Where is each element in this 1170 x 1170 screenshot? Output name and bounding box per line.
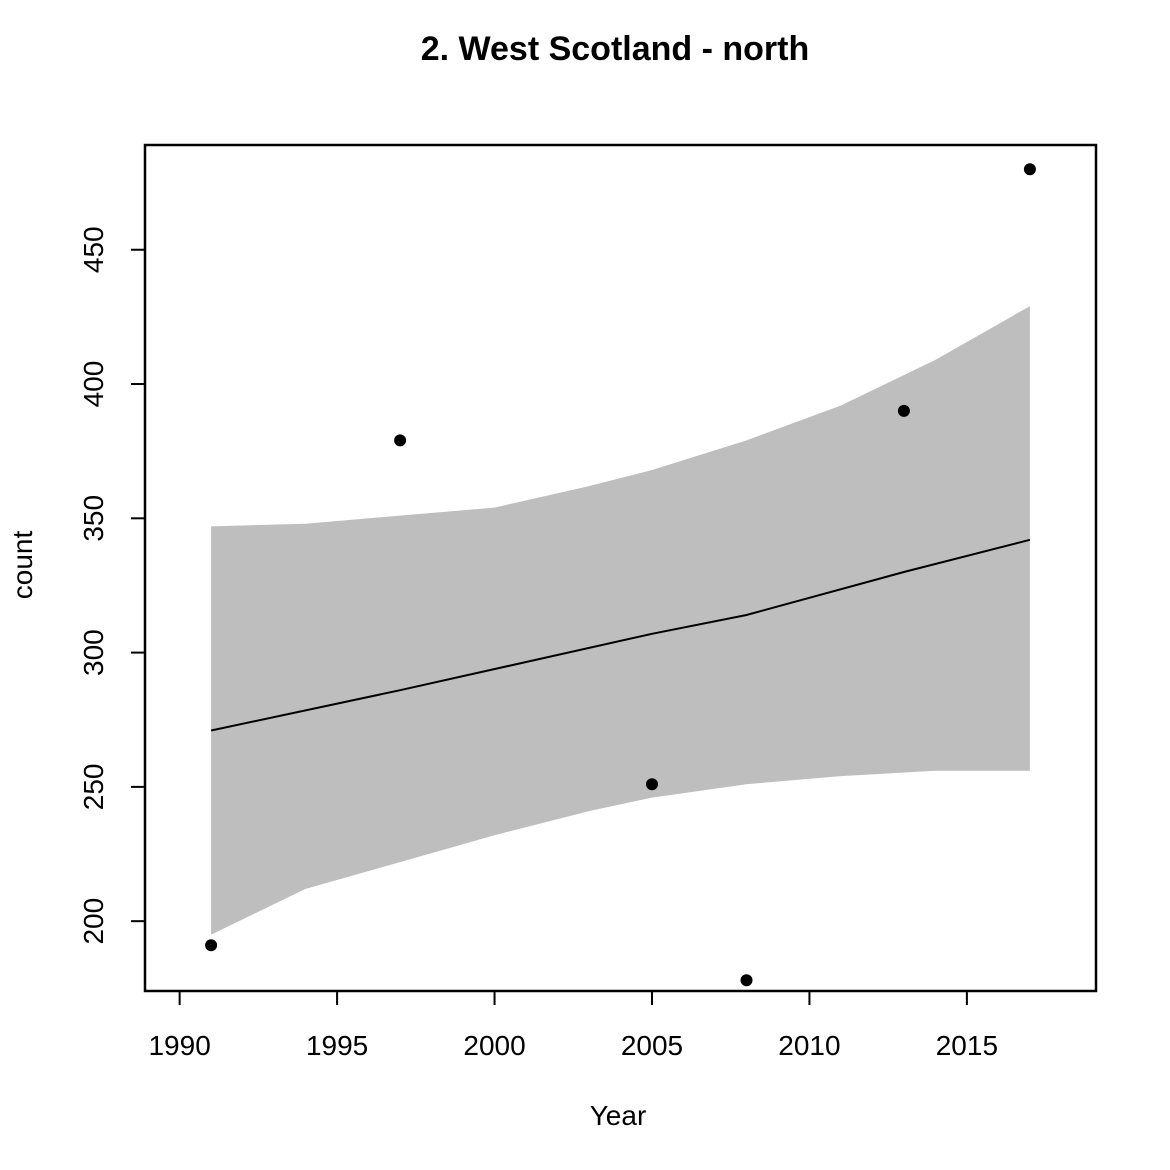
data-point-2	[394, 434, 407, 447]
y-tick-label-450: 450	[78, 226, 109, 273]
x-tick-label-1995: 1995	[306, 1030, 368, 1061]
x-axis-label: Year	[590, 1100, 647, 1131]
x-tick-label-2010: 2010	[778, 1030, 840, 1061]
data-point-6	[1023, 163, 1036, 176]
y-axis-label: count	[7, 531, 38, 600]
x-tick-label-2000: 2000	[463, 1030, 525, 1061]
confidence-band-layer	[211, 306, 1030, 935]
x-tick-label-2005: 2005	[621, 1030, 683, 1061]
chart-title: 2. West Scotland - north	[420, 30, 810, 68]
confidence-band	[211, 306, 1030, 935]
data-point-4	[740, 974, 753, 987]
data-point-3	[646, 778, 658, 791]
data-point-5	[897, 404, 910, 417]
x-tick-label-1990: 1990	[148, 1030, 210, 1061]
y-tick-label-250: 250	[78, 764, 109, 811]
y-tick-label-300: 300	[78, 629, 109, 676]
y-tick-label-200: 200	[78, 898, 109, 945]
y-axis: 200 250 300 350 400 450	[78, 226, 146, 945]
fit-line-layer	[210, 538, 1031, 732]
x-tick-label-2015: 2015	[936, 1030, 998, 1061]
data-points-layer	[205, 163, 1036, 987]
y-tick-label-350: 350	[78, 495, 109, 542]
y-tick-label-400: 400	[78, 361, 109, 408]
data-point-1	[205, 939, 218, 952]
fit-line	[210, 538, 1031, 732]
x-axis: 1990 1995 2000 2005 2010 2015	[148, 990, 998, 1061]
